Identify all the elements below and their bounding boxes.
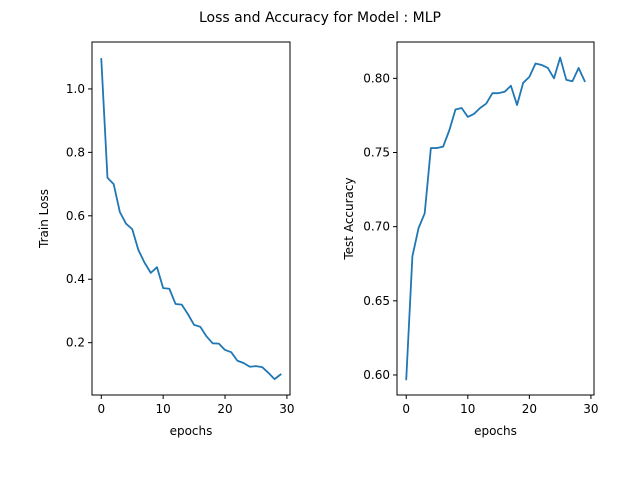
train-loss-chart: 0 10 20 30 0.2 0.4 0.6 0.8 1.0 epochs Train Loss: [37, 41, 295, 438]
acc-x-tick-label: 10: [460, 402, 475, 416]
acc-x-axis-label: epochs: [474, 424, 517, 438]
loss-y-tick-label: 0.8: [66, 145, 85, 159]
acc-axes-frame: [396, 41, 595, 396]
loss-x-tick-label: 10: [156, 402, 171, 416]
loss-y-axis-label: Train Loss: [37, 189, 51, 249]
loss-x-axis-label: epochs: [170, 424, 213, 438]
loss-axes-frame: [91, 41, 291, 396]
loss-y-tick-label: 1.0: [66, 82, 85, 96]
acc-y-tick-label: 0.60: [363, 368, 390, 382]
acc-series-line: [405, 56, 586, 381]
test-accuracy-chart: 0 10 20 30 0.60 0.65 0.70 0.75 0.80 epochs Test Ac…: [342, 41, 599, 438]
loss-x-tick-label: 0: [97, 402, 105, 416]
loss-series-line: [100, 57, 282, 381]
loss-y-tick-label: 0.4: [66, 272, 85, 286]
figure-title: Loss and Accuracy for Model : MLP: [199, 10, 441, 26]
acc-x-tick-label: 20: [522, 402, 537, 416]
acc-x-tick-label: 0: [402, 402, 410, 416]
acc-y-tick-label: 0.75: [363, 145, 390, 159]
loss-y-tick-label: 0.6: [66, 209, 85, 223]
loss-x-tick-label: 20: [217, 402, 232, 416]
acc-y-tick-label: 0.65: [363, 294, 390, 308]
acc-x-tick-label: 30: [583, 402, 598, 416]
loss-y-tick-label: 0.2: [66, 336, 85, 350]
acc-y-tick-label: 0.70: [363, 220, 390, 234]
loss-x-tick-label: 30: [279, 402, 294, 416]
acc-y-tick-label: 0.80: [363, 71, 390, 85]
acc-y-axis-label: Test Accuracy: [342, 177, 356, 260]
